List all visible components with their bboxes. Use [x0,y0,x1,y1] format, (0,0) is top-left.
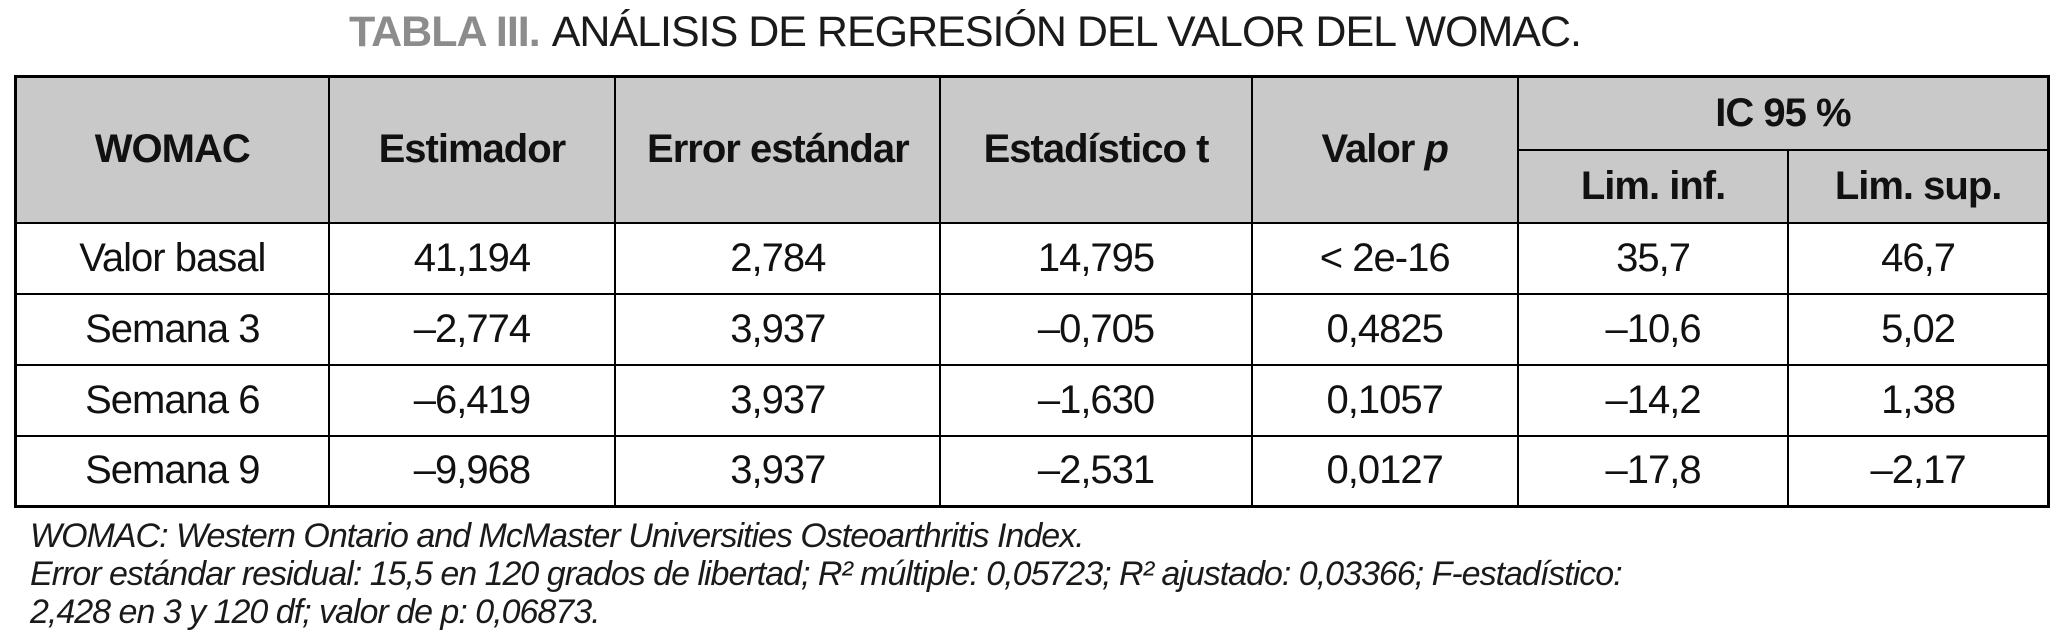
cell-lim-inf: –14,2 [1516,363,1790,437]
header-error-estandar: Error estándar [614,75,942,224]
cell-p: < 2e-16 [1250,221,1519,295]
cell-lim-inf: –10,6 [1516,292,1790,366]
cell-t: –2,531 [939,434,1253,508]
header-estadistico-t: Estadístico t [939,75,1253,224]
cell-t: –0,705 [939,292,1253,366]
cell-row-label: Valor basal [14,221,330,295]
cell-row-label: Semana 9 [14,434,330,508]
header-ic95: IC 95 % [1516,75,2050,151]
cell-estimador: 41,194 [327,221,617,295]
table-title-number: TABLA III. [349,8,541,56]
table-footnotes: WOMAC: Western Ontario and McMaster Univ… [30,517,1623,631]
cell-lim-sup: 46,7 [1787,221,2050,295]
header-lim-inf: Lim. inf. [1516,148,1790,224]
cell-lim-inf: –17,8 [1516,434,1790,508]
table-row: Semana 9 –9,968 3,937 –2,531 0,0127 –17,… [14,434,2050,508]
footnote-line: 2,428 en 3 y 120 df; valor de p: 0,06873… [30,593,601,631]
header-row-top: WOMAC Estimador Error estándar Estadísti… [14,75,2050,224]
cell-row-label: Semana 6 [14,363,330,437]
table-row: Valor basal 41,194 2,784 14,795 < 2e-16 … [14,221,2050,295]
cell-row-label: Semana 3 [14,292,330,366]
cell-error: 3,937 [614,292,942,366]
footnote-line: Error estándar residual: 15,5 en 120 gra… [30,555,1623,593]
cell-t: 14,795 [939,221,1253,295]
table-row: Semana 6 –6,419 3,937 –1,630 0,1057 –14,… [14,363,2050,437]
header-womac: WOMAC [14,75,330,224]
cell-p: 0,0127 [1250,434,1519,508]
cell-estimador: –2,774 [327,292,617,366]
header-valor-p: Valor p [1250,75,1519,224]
cell-p: 0,4825 [1250,292,1519,366]
cell-lim-sup: 1,38 [1787,363,2050,437]
cell-t: –1,630 [939,363,1253,437]
header-estimador: Estimador [327,75,617,224]
cell-error: 2,784 [614,221,942,295]
cell-lim-sup: –2,17 [1787,434,2050,508]
table-body: Valor basal 41,194 2,784 14,795 < 2e-16 … [14,221,2050,508]
header-lim-sup: Lim. sup. [1787,148,2050,224]
table-title-text: ANÁLISIS DE REGRESIÓN DEL VALOR DEL WOMA… [551,8,1582,56]
cell-lim-inf: 35,7 [1516,221,1790,295]
cell-estimador: –6,419 [327,363,617,437]
table-row: Semana 3 –2,774 3,937 –0,705 0,4825 –10,… [14,292,2050,366]
footnote-line: WOMAC: Western Ontario and McMaster Univ… [30,517,1085,555]
table-title: TABLA III. ANÁLISIS DE REGRESIÓN DEL VALO… [0,8,1930,57]
table-header: WOMAC Estimador Error estándar Estadísti… [14,75,2050,224]
header-valor-p-prefix: Valor [1321,127,1415,172]
cell-error: 3,937 [614,363,942,437]
cell-lim-sup: 5,02 [1787,292,2050,366]
cell-p: 0,1057 [1250,363,1519,437]
cell-error: 3,937 [614,434,942,508]
cell-estimador: –9,968 [327,434,617,508]
header-row-sub: Lim. inf. Lim. sup. [16,148,2050,224]
regression-table: WOMAC Estimador Error estándar Estadísti… [14,75,2050,508]
header-valor-p-symbol: p [1424,127,1448,172]
